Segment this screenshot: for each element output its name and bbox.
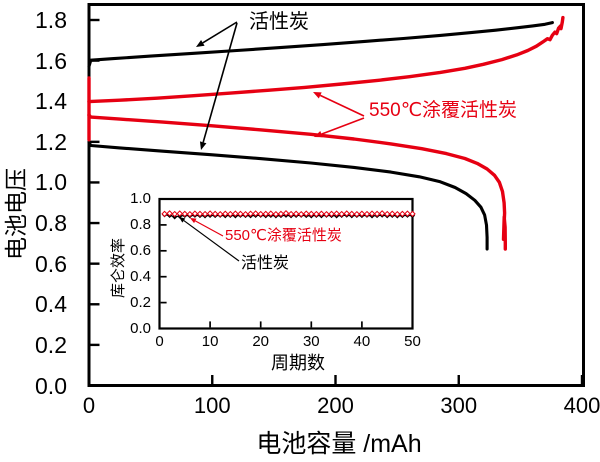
- y-tick-label: 0.2: [35, 331, 67, 358]
- x-tick-label: 400: [563, 393, 600, 418]
- y-tick-label: 0.6: [35, 250, 67, 277]
- x-tick-label: 300: [440, 393, 478, 418]
- markers-inset-red-efficiency: [161, 210, 416, 218]
- y-tick-label: 0.8: [35, 210, 67, 237]
- inset-x-tick-label: 20: [252, 333, 270, 350]
- inset-y-tick-label: 0.6: [130, 241, 151, 259]
- y-tick-label: 0.0: [35, 372, 67, 399]
- inset-annotation-coated-activated-carbon: 550℃涂覆活性炭: [225, 227, 342, 244]
- inset-x-tick-label: 50: [404, 333, 421, 350]
- inset-y-tick-label: 0.2: [130, 293, 151, 311]
- inset-y-tick-label: 1.0: [130, 190, 151, 207]
- y-tick-label: 1.8: [35, 7, 67, 33]
- inset-x-axis-label: 周期数: [271, 353, 325, 373]
- series-black-discharge: [87, 140, 489, 251]
- x-tick-label: 0: [82, 393, 96, 418]
- inset-x-tick-label: 30: [302, 333, 320, 350]
- y-tick-label: 1.4: [35, 88, 67, 115]
- main-plot-frame: [87, 3, 585, 387]
- annotation-activated-carbon: 活性炭: [249, 11, 309, 33]
- inset-x-tick-label: 0: [155, 333, 164, 350]
- inset-y-tick-label: 0.8: [130, 215, 151, 233]
- x-tick-label: 200: [317, 393, 354, 418]
- x-tick-label: 100: [193, 393, 231, 418]
- inset-y-tick-label: 0.4: [130, 267, 151, 285]
- series-red-discharge: [87, 113, 507, 251]
- series-black-charge: [87, 21, 554, 68]
- inset-y-tick-label: 0.0: [130, 319, 151, 337]
- y-tick-label: 1.6: [35, 47, 67, 74]
- inset-x-tick-label: 10: [201, 333, 219, 350]
- y-tick-label: 1.0: [35, 169, 67, 196]
- inset-annotation-activated-carbon: 活性炭: [241, 255, 290, 272]
- inset-plot-frame: [158, 197, 414, 330]
- y-tick-label: 0.4: [35, 291, 67, 318]
- annotation-coated-activated-carbon: 550℃涂覆活性炭: [369, 100, 518, 121]
- main-x-axis-label: 电池容量 /mAh: [256, 430, 422, 458]
- inset-x-tick-label: 40: [353, 333, 371, 350]
- series-red-charge: [87, 15, 565, 104]
- y-tick-label: 1.2: [35, 128, 67, 155]
